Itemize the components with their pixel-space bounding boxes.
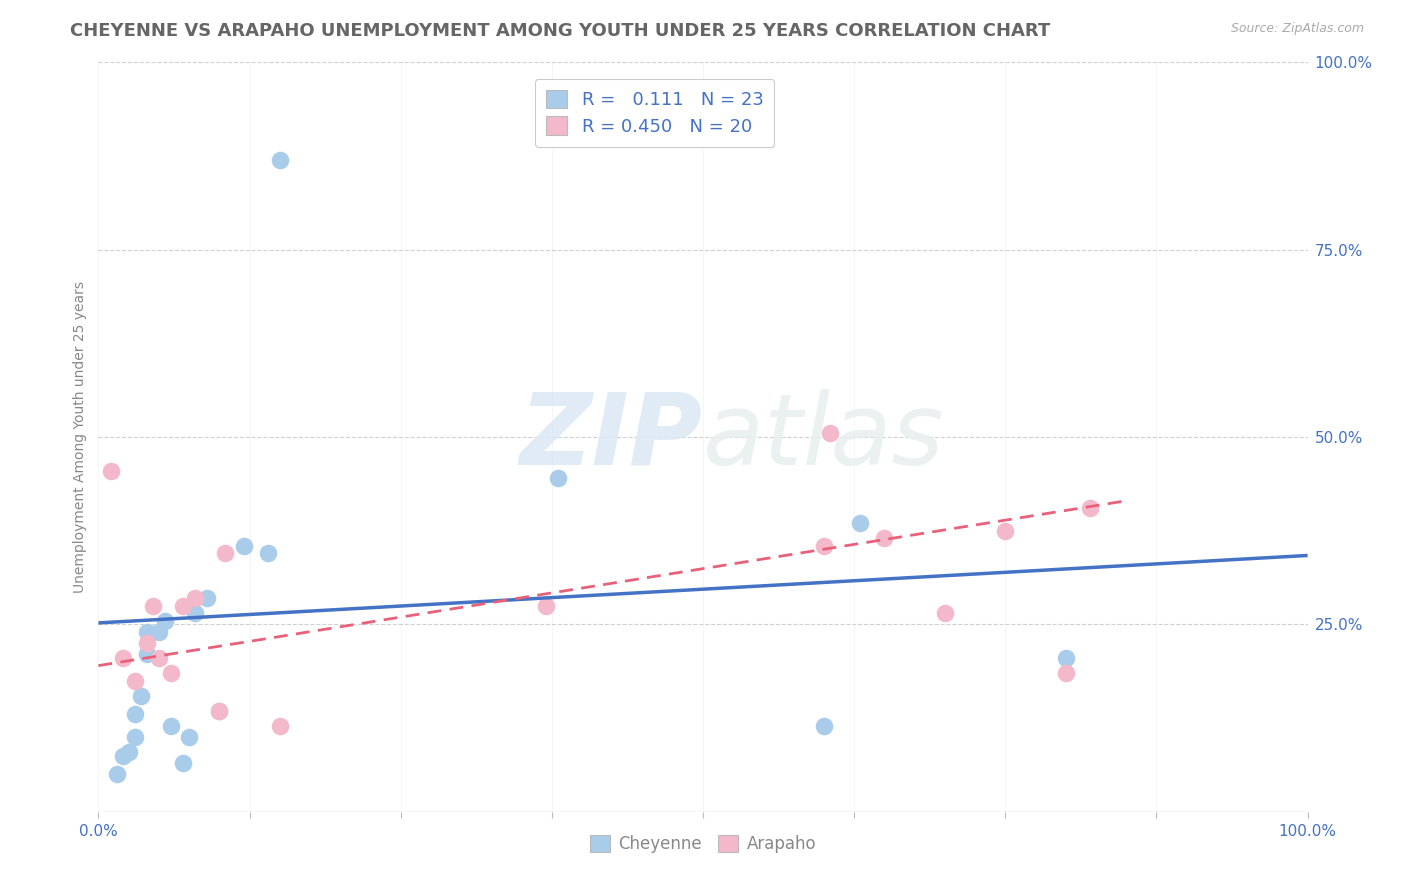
- Point: [813, 718, 835, 732]
- Point: [118, 745, 141, 759]
- Point: [184, 606, 207, 620]
- Point: [547, 471, 569, 485]
- Point: [994, 524, 1017, 538]
- Point: [100, 464, 122, 478]
- Text: ZIP: ZIP: [520, 389, 703, 485]
- Point: [534, 599, 557, 613]
- Point: [172, 599, 194, 613]
- Point: [269, 153, 291, 167]
- Point: [105, 767, 128, 781]
- Point: [124, 673, 146, 688]
- Point: [232, 539, 254, 553]
- Point: [214, 546, 236, 560]
- Point: [153, 614, 176, 628]
- Point: [179, 730, 201, 744]
- Point: [849, 516, 872, 531]
- Point: [129, 689, 152, 703]
- Point: [818, 426, 841, 441]
- Text: CHEYENNE VS ARAPAHO UNEMPLOYMENT AMONG YOUTH UNDER 25 YEARS CORRELATION CHART: CHEYENNE VS ARAPAHO UNEMPLOYMENT AMONG Y…: [70, 22, 1050, 40]
- Point: [195, 591, 218, 606]
- Point: [256, 546, 278, 560]
- Point: [111, 748, 134, 763]
- Point: [135, 648, 157, 662]
- Point: [135, 624, 157, 639]
- Legend: Cheyenne, Arapaho: Cheyenne, Arapaho: [583, 828, 823, 860]
- Point: [269, 718, 291, 732]
- Point: [148, 624, 170, 639]
- Y-axis label: Unemployment Among Youth under 25 years: Unemployment Among Youth under 25 years: [73, 281, 87, 593]
- Point: [873, 531, 896, 545]
- Point: [148, 651, 170, 665]
- Point: [124, 730, 146, 744]
- Point: [1054, 651, 1077, 665]
- Point: [184, 591, 207, 606]
- Point: [135, 636, 157, 650]
- Point: [208, 704, 231, 718]
- Point: [813, 539, 835, 553]
- Text: Source: ZipAtlas.com: Source: ZipAtlas.com: [1230, 22, 1364, 36]
- Point: [1054, 666, 1077, 681]
- Point: [208, 704, 231, 718]
- Point: [934, 606, 956, 620]
- Point: [172, 756, 194, 770]
- Point: [124, 707, 146, 722]
- Point: [160, 666, 183, 681]
- Point: [160, 718, 183, 732]
- Text: atlas: atlas: [703, 389, 945, 485]
- Point: [111, 651, 134, 665]
- Point: [142, 599, 165, 613]
- Point: [1078, 501, 1101, 516]
